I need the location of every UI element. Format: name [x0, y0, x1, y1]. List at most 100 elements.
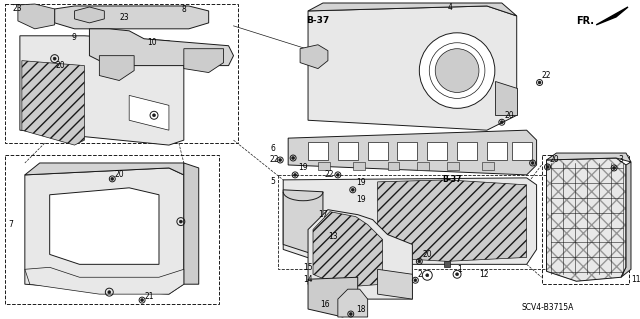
Text: 12: 12: [479, 270, 488, 279]
Text: 13: 13: [328, 232, 337, 241]
Circle shape: [349, 313, 352, 315]
Circle shape: [500, 121, 503, 124]
Text: 17: 17: [318, 210, 328, 219]
Text: B-37: B-37: [306, 16, 330, 26]
Text: B-37: B-37: [442, 175, 461, 184]
Polygon shape: [338, 289, 367, 317]
Bar: [318, 162, 330, 170]
Text: 22: 22: [269, 155, 279, 165]
Polygon shape: [308, 210, 412, 299]
Text: 5: 5: [270, 177, 275, 186]
Circle shape: [456, 273, 459, 276]
Bar: [5, 155, 219, 304]
Circle shape: [292, 157, 294, 160]
Circle shape: [612, 167, 616, 169]
Circle shape: [53, 57, 56, 60]
Text: 20: 20: [115, 170, 124, 179]
Bar: [482, 162, 494, 170]
Text: SCV4-B3715A: SCV4-B3715A: [522, 302, 574, 312]
Circle shape: [538, 81, 541, 84]
Text: 15: 15: [303, 263, 313, 272]
Polygon shape: [25, 163, 184, 175]
Bar: [5, 4, 239, 143]
Polygon shape: [313, 212, 383, 287]
Text: 20: 20: [422, 250, 432, 259]
Polygon shape: [90, 29, 234, 66]
Text: 20: 20: [56, 61, 65, 70]
Text: 19: 19: [356, 195, 365, 204]
Bar: [541, 155, 629, 284]
Circle shape: [279, 159, 282, 161]
Circle shape: [419, 33, 495, 108]
Polygon shape: [18, 4, 54, 29]
Polygon shape: [99, 56, 134, 80]
Circle shape: [351, 188, 355, 191]
Polygon shape: [308, 3, 516, 16]
Bar: [338, 142, 358, 160]
Polygon shape: [129, 95, 169, 130]
Bar: [367, 142, 388, 160]
Text: 1: 1: [457, 265, 462, 274]
Bar: [457, 142, 477, 160]
Text: 20: 20: [550, 155, 559, 165]
Circle shape: [531, 161, 534, 165]
Bar: [417, 162, 429, 170]
Bar: [278, 175, 561, 269]
Polygon shape: [288, 130, 536, 175]
Bar: [388, 162, 399, 170]
Text: 14: 14: [303, 275, 313, 284]
Text: 20: 20: [505, 111, 515, 120]
Polygon shape: [547, 158, 626, 281]
Polygon shape: [54, 6, 209, 29]
Polygon shape: [184, 163, 199, 284]
Text: 2: 2: [417, 270, 422, 279]
Polygon shape: [25, 168, 184, 294]
Polygon shape: [20, 36, 184, 145]
Bar: [397, 142, 417, 160]
Polygon shape: [378, 180, 527, 261]
Circle shape: [179, 220, 182, 223]
Text: 8: 8: [182, 5, 187, 14]
Polygon shape: [283, 190, 323, 257]
Circle shape: [418, 260, 421, 263]
Circle shape: [435, 49, 479, 93]
Bar: [487, 142, 507, 160]
Bar: [308, 142, 328, 160]
Polygon shape: [495, 80, 516, 115]
Circle shape: [426, 274, 429, 277]
Polygon shape: [621, 162, 631, 277]
Text: 23: 23: [13, 4, 22, 13]
Bar: [428, 142, 447, 160]
Polygon shape: [283, 178, 536, 264]
Polygon shape: [25, 267, 184, 294]
Circle shape: [337, 174, 339, 176]
Polygon shape: [596, 7, 628, 25]
Polygon shape: [308, 277, 358, 317]
Text: 16: 16: [320, 300, 330, 308]
Polygon shape: [547, 153, 631, 162]
Circle shape: [294, 174, 296, 176]
Circle shape: [546, 166, 549, 168]
Text: 23: 23: [119, 13, 129, 22]
Text: 6: 6: [270, 144, 275, 152]
Circle shape: [108, 291, 111, 294]
Text: 4: 4: [447, 4, 452, 12]
Text: 3: 3: [618, 155, 623, 165]
Polygon shape: [74, 7, 104, 23]
Text: 9: 9: [72, 33, 76, 42]
Bar: [353, 162, 365, 170]
Circle shape: [152, 114, 156, 117]
Text: 22: 22: [541, 71, 551, 80]
Polygon shape: [378, 269, 412, 299]
Text: FR.: FR.: [577, 16, 595, 26]
Text: 19: 19: [298, 163, 308, 173]
Text: 7: 7: [8, 220, 13, 229]
Polygon shape: [300, 45, 328, 69]
Bar: [512, 142, 532, 160]
Polygon shape: [22, 61, 84, 145]
Polygon shape: [50, 188, 159, 264]
Polygon shape: [184, 49, 223, 72]
Circle shape: [111, 177, 114, 180]
Circle shape: [414, 279, 417, 282]
Text: 10: 10: [147, 38, 157, 47]
